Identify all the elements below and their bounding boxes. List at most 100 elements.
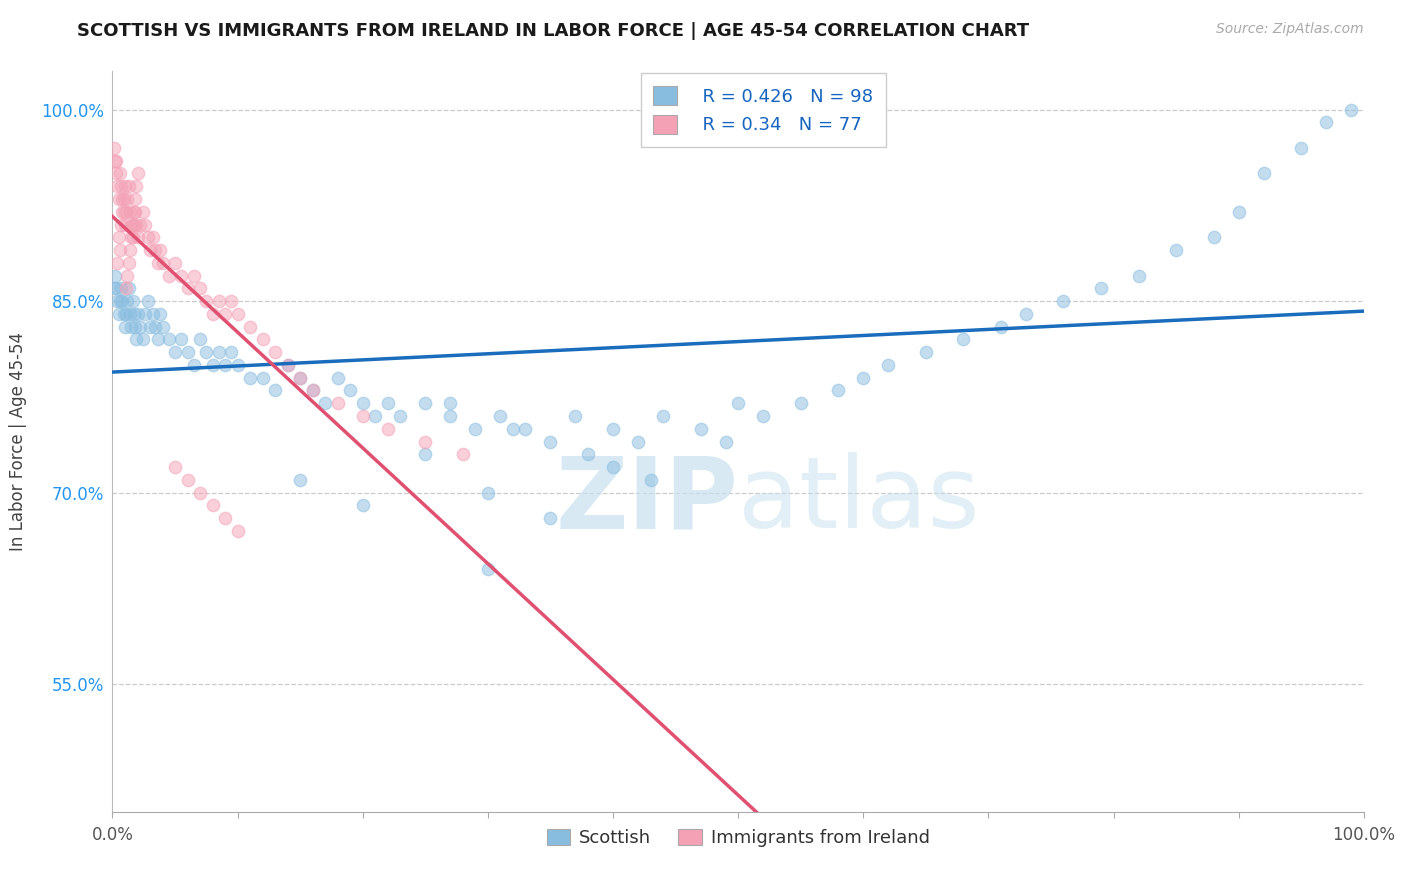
Point (149, 307, 172, 321)
Point (627, 434, 650, 449)
Point (125, 333, 148, 347)
Point (105, 166, 128, 180)
Point (146, 256, 169, 270)
Point (221, 294, 243, 309)
Point (105, 281, 128, 295)
Point (118, 256, 141, 270)
Point (915, 345, 938, 359)
Point (576, 447, 599, 461)
Point (108, 243, 131, 257)
Point (252, 370, 274, 384)
Point (352, 396, 374, 410)
Point (103, 141, 125, 155)
Point (124, 192, 146, 206)
Point (152, 319, 174, 334)
Point (118, 179, 141, 194)
Point (124, 204, 146, 219)
Point (143, 243, 166, 257)
Point (107, 192, 129, 206)
Point (188, 485, 211, 500)
Point (451, 447, 474, 461)
Point (115, 281, 138, 295)
Point (131, 204, 153, 219)
Point (239, 319, 262, 334)
Point (277, 358, 299, 372)
Point (183, 268, 205, 283)
Point (1291, 141, 1313, 155)
Point (152, 256, 174, 270)
Point (105, 153, 128, 168)
Point (464, 422, 486, 436)
Point (117, 294, 139, 309)
Point (502, 422, 524, 436)
Point (117, 268, 139, 283)
Point (120, 218, 142, 232)
Point (727, 396, 749, 410)
Point (214, 511, 236, 525)
Point (111, 204, 134, 219)
Point (377, 422, 399, 436)
Point (1015, 307, 1038, 321)
Point (121, 294, 143, 309)
Point (125, 218, 148, 232)
Point (564, 409, 586, 423)
Point (136, 230, 159, 244)
Point (129, 218, 152, 232)
Point (201, 358, 224, 372)
Text: ZIP: ZIP (555, 452, 738, 549)
Point (226, 307, 249, 321)
Point (110, 218, 132, 232)
Point (127, 230, 149, 244)
Point (163, 256, 186, 270)
Text: atlas: atlas (738, 452, 980, 549)
Point (107, 179, 129, 194)
Point (290, 370, 312, 384)
Point (108, 166, 131, 180)
Point (852, 370, 875, 384)
Point (439, 396, 461, 410)
Point (314, 396, 336, 410)
Point (107, 256, 129, 270)
Point (877, 358, 900, 372)
Point (115, 204, 138, 219)
Point (214, 358, 236, 372)
Point (301, 384, 323, 398)
Point (439, 409, 461, 423)
Point (118, 243, 141, 257)
Point (377, 396, 399, 410)
Point (301, 384, 323, 398)
Point (290, 473, 312, 487)
Point (157, 333, 180, 347)
Point (103, 281, 125, 295)
Point (208, 294, 231, 309)
Point (1164, 243, 1187, 257)
Point (112, 192, 135, 206)
Point (111, 192, 134, 206)
Point (108, 294, 131, 309)
Point (827, 384, 849, 398)
Point (146, 333, 169, 347)
Point (127, 307, 149, 321)
Point (118, 204, 141, 219)
Point (183, 358, 205, 372)
Point (121, 230, 143, 244)
Point (114, 319, 136, 334)
Point (124, 319, 146, 334)
Point (122, 218, 145, 232)
Point (195, 294, 218, 309)
Point (477, 562, 499, 576)
Point (163, 460, 186, 475)
Point (188, 333, 211, 347)
Point (110, 281, 132, 295)
Point (118, 281, 141, 295)
Point (352, 409, 374, 423)
Point (352, 499, 374, 513)
Point (104, 268, 127, 283)
Point (107, 230, 129, 244)
Point (413, 396, 436, 410)
Point (1253, 166, 1275, 180)
Point (239, 370, 262, 384)
Point (277, 358, 299, 372)
Point (188, 281, 211, 295)
Point (115, 307, 138, 321)
